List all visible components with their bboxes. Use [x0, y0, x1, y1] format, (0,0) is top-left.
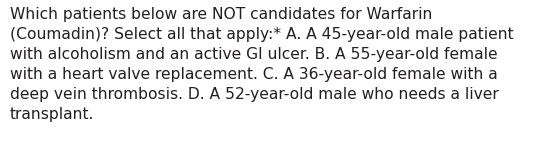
Text: Which patients below are NOT candidates for Warfarin
(Coumadin)? Select all that: Which patients below are NOT candidates …	[10, 7, 514, 122]
